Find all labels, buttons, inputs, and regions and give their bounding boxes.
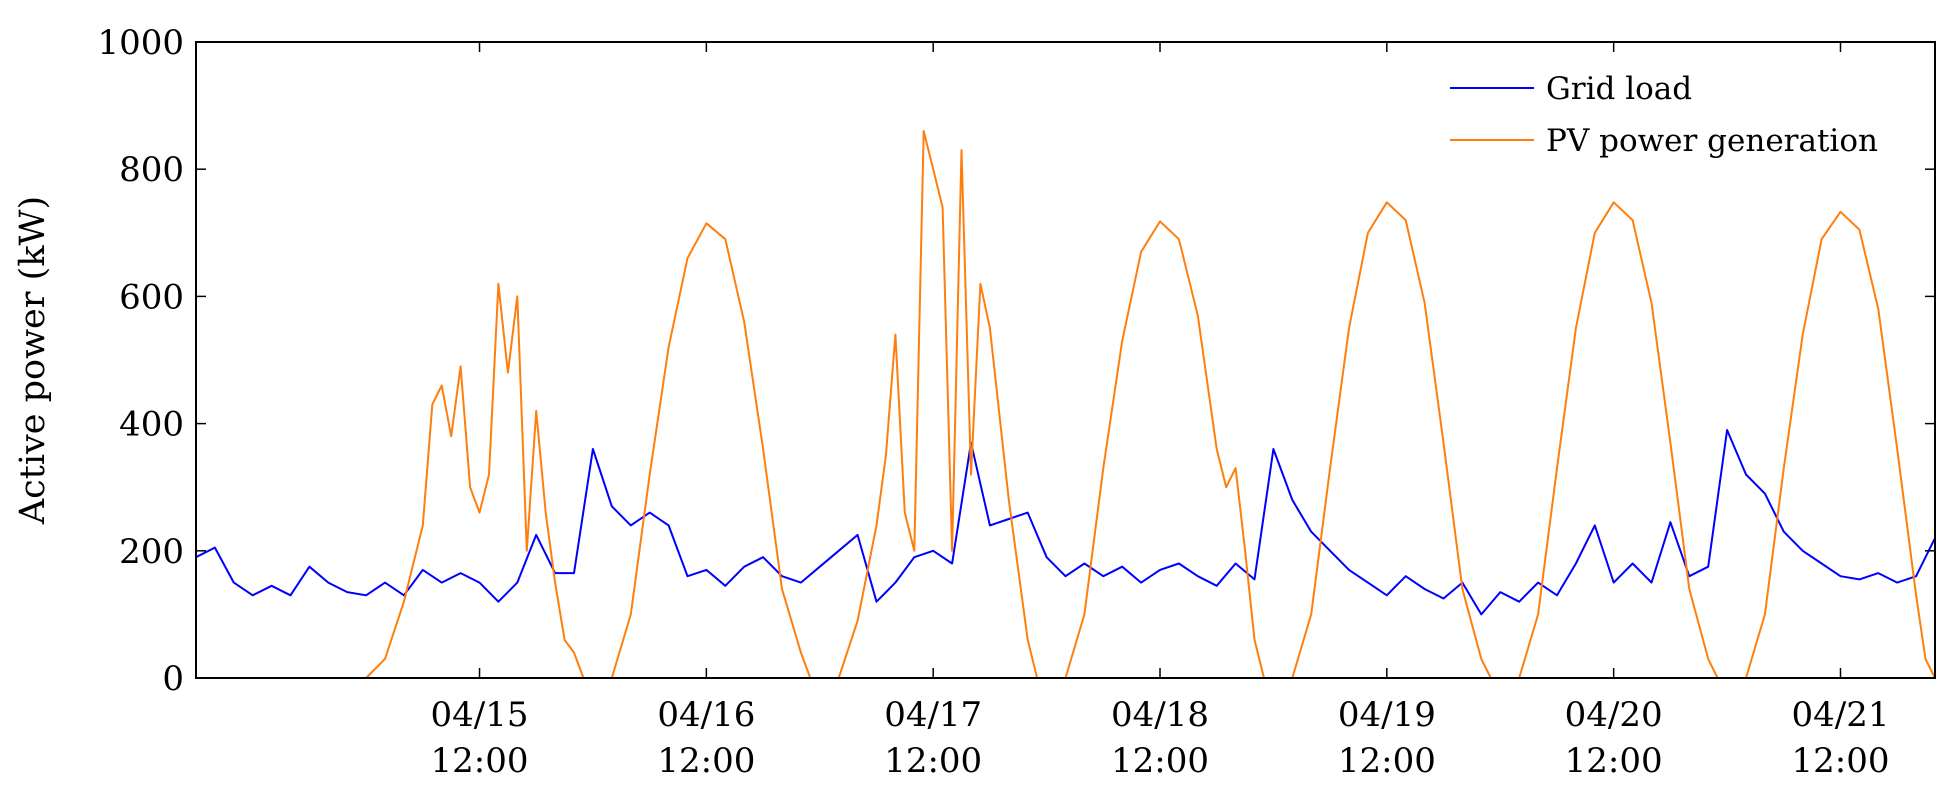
plot-frame (195, 41, 1936, 679)
x-tick-label-time: 12:00 (884, 741, 982, 781)
x-tick-label-date: 04/19 (1338, 695, 1436, 735)
y-tick-label: 1000 (97, 23, 184, 63)
series-layer (195, 130, 1936, 679)
y-tick-label: 0 (162, 659, 184, 699)
tick-labels-layer: 0 200 400 600 800 1000 04/15 12:00 04/16 12:00 04/… (97, 23, 1889, 781)
x-tick-label-time: 12:00 (1565, 741, 1663, 781)
ticks-layer (196, 41, 1935, 679)
y-tick-label: 200 (119, 532, 184, 572)
series-line-0 (195, 429, 1936, 616)
x-tick-label-time: 12:00 (1791, 741, 1889, 781)
y-tick-label: 800 (119, 150, 184, 190)
series-line-1 (196, 130, 1936, 679)
y-tick-label: 400 (119, 405, 184, 445)
x-tick-label-time: 12:00 (431, 741, 529, 781)
x-tick-label-date: 04/17 (884, 695, 982, 735)
legend-label-0: Grid load (1546, 71, 1692, 107)
legend: Grid load PV power generation (1450, 71, 1878, 159)
x-tick-label-date: 04/20 (1565, 695, 1663, 735)
x-tick-label-time: 12:00 (657, 741, 755, 781)
y-axis-title: Active power (kW) (13, 196, 53, 525)
legend-label-1: PV power generation (1546, 123, 1878, 159)
x-tick-label-date: 04/15 (431, 695, 529, 735)
x-tick-label-date: 04/18 (1111, 695, 1209, 735)
x-tick-label-date: 04/21 (1791, 695, 1889, 735)
y-tick-label: 600 (119, 277, 184, 317)
x-tick-label-time: 12:00 (1111, 741, 1209, 781)
x-tick-label-date: 04/16 (657, 695, 755, 735)
x-tick-label-time: 12:00 (1338, 741, 1436, 781)
